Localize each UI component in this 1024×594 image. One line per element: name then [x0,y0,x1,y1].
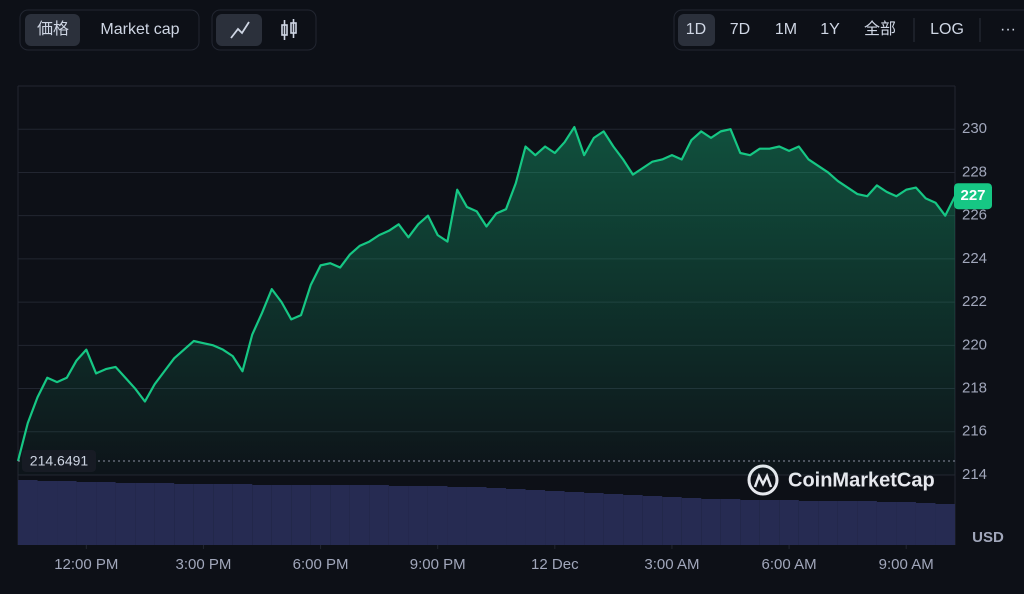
volume-bar [740,500,760,545]
range-button[interactable]: 7D [730,21,750,38]
volume-bar [174,484,194,545]
volume-bar [447,487,467,545]
volume-bar [759,500,780,545]
area [18,127,955,476]
volume-bar [603,494,624,545]
volume-bar [76,482,97,545]
y-axis-label: USD [972,529,1004,546]
metric-button[interactable]: 価格 [37,20,69,38]
volume-bar [818,501,838,545]
y-tick-label: 222 [962,293,987,310]
volume-bar [369,485,389,545]
volume-bar [798,501,819,545]
volume-bar [291,485,311,545]
volume-bar [525,490,546,545]
y-tick-label: 224 [962,250,987,267]
x-tick-label: 9:00 AM [879,556,934,573]
reference-badge [22,449,96,472]
volume-bar [564,492,585,545]
volume-bar [779,500,799,545]
volume-bar [408,486,428,545]
volume-bar [506,489,526,545]
volume-bar [96,482,116,545]
volume-bar [115,483,136,545]
x-tick-label: 3:00 AM [644,556,699,573]
volume-bar [915,503,936,545]
y-tick-label: 228 [962,163,987,180]
x-tick-label: 6:00 PM [293,556,349,573]
volume-bar [154,483,175,545]
range-button[interactable]: 1D [686,21,706,38]
volume-bar [388,486,409,545]
candle-button[interactable] [281,19,297,40]
metric-selected [25,14,80,46]
volume-bar [310,485,331,545]
volume-bar [935,504,955,545]
more-button[interactable]: ··· [1000,21,1016,38]
x-tick-label: 12 Dec [531,556,579,573]
y-tick-label: 230 [962,120,987,137]
reference-label: 214.6491 [30,453,89,469]
volume-bar [857,501,877,545]
volume-bar [896,502,916,545]
volume-bar [623,495,643,545]
y-tick-label: 226 [962,207,987,224]
volume-bar [837,501,858,545]
volume-bar [18,480,38,545]
range-group [673,9,1024,51]
volume-bar [232,484,253,545]
y-tick-label: 216 [962,423,987,440]
volume-bar [427,486,448,545]
volume-bar [349,485,370,545]
log-button[interactable]: LOG [930,21,964,38]
line-icon [230,21,250,39]
y-tick-label: 220 [962,336,987,353]
volume-bar [486,488,507,545]
x-tick-label: 6:00 AM [762,556,817,573]
x-tick-label: 3:00 PM [176,556,232,573]
volume-bar [662,497,682,545]
volume-bar [642,496,663,545]
volume-bar [584,493,604,545]
range-button[interactable]: 全部 [864,20,896,38]
volume-bar [213,484,233,545]
current-label: 227 [960,187,985,204]
y-tick-label: 218 [962,380,987,397]
volume-bar [330,485,350,545]
volume-bar [271,485,292,545]
range-button[interactable]: 1Y [820,21,840,38]
volume-bar [681,498,702,545]
volume-bar [252,485,272,545]
current-badge [954,183,992,210]
x-tick-label: 12:00 PM [54,556,118,573]
volume-bar [135,483,155,545]
price-line [16,125,956,462]
metric-button[interactable]: Market cap [100,21,179,38]
range-selected [678,14,715,46]
volume-bar [57,481,77,545]
watermark-logo [753,472,773,488]
volume-bar [466,487,487,545]
volume-bar [37,481,58,545]
volume-bar [876,502,897,545]
volume-bar [193,484,214,545]
y-tick-label: 214 [962,466,987,483]
volume-bar [545,491,565,545]
x-tick-label: 9:00 PM [410,556,466,573]
range-button[interactable]: 1M [775,21,797,38]
volume-bar [701,499,721,545]
volume-bar [720,499,741,545]
